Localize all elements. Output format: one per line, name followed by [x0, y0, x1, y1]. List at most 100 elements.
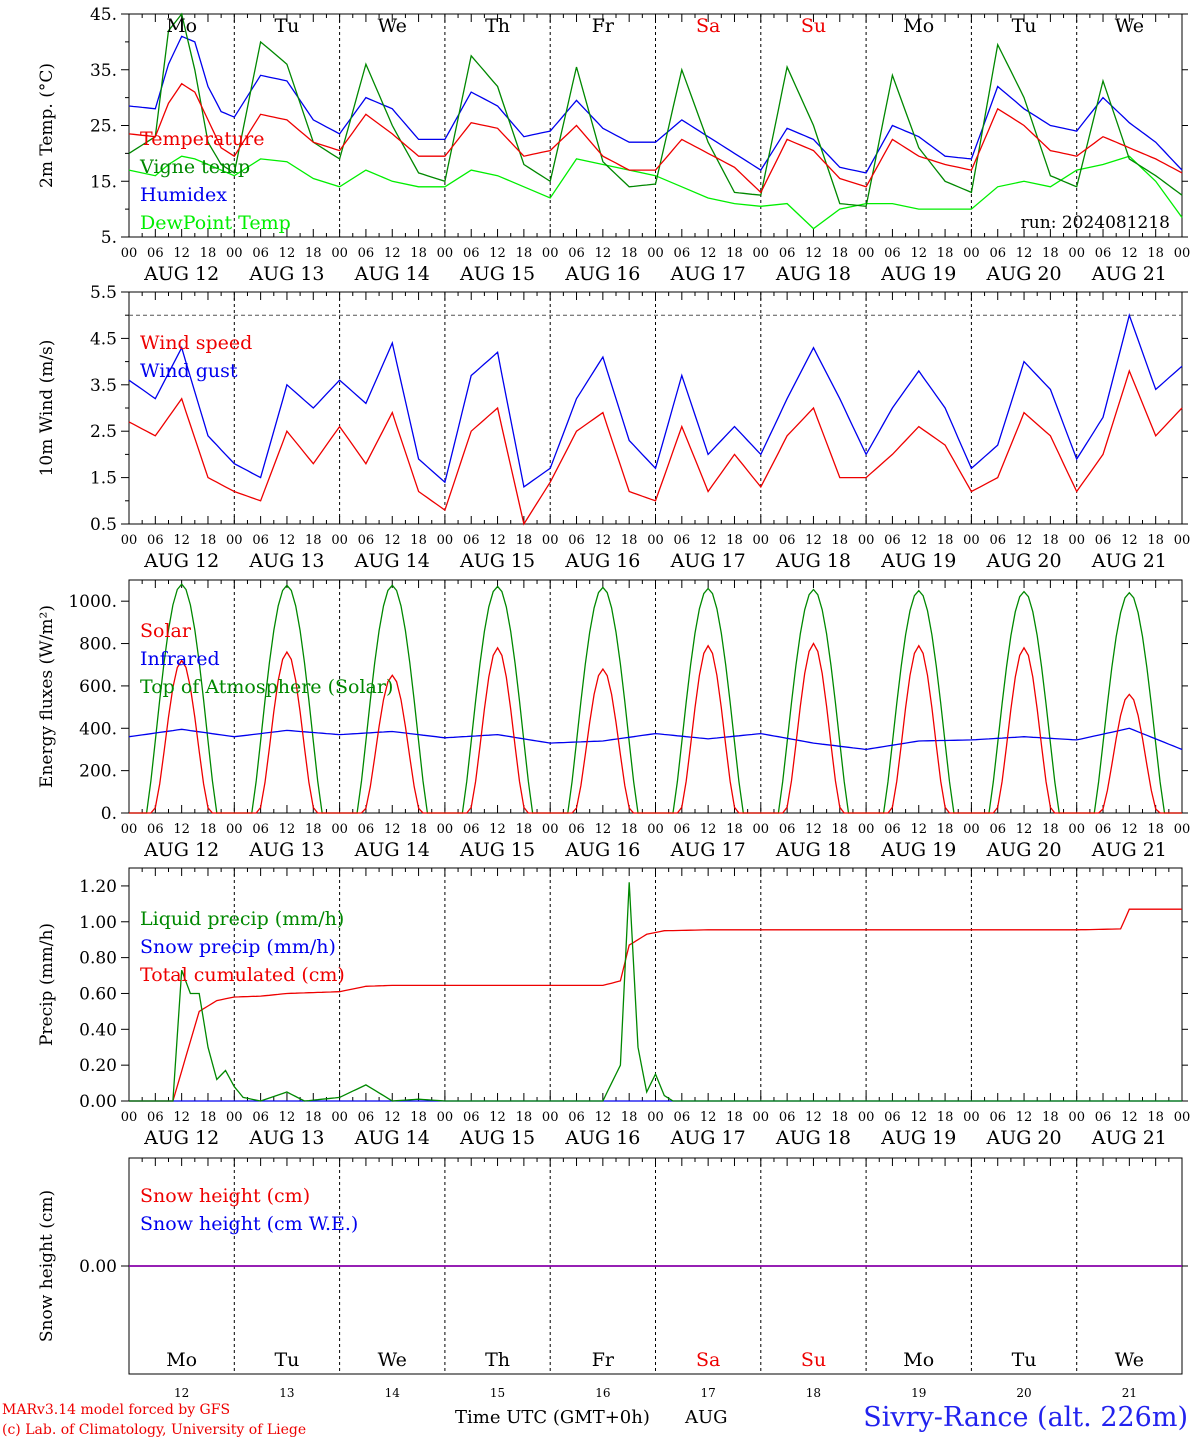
- hour-tick-label: 06: [252, 533, 269, 548]
- hour-tick-label: 06: [1095, 533, 1112, 548]
- hour-tick-label: 00: [437, 246, 454, 261]
- hour-tick-label: 06: [147, 246, 164, 261]
- legend-entry: Infrared: [140, 648, 220, 670]
- hour-tick-label: 06: [463, 533, 480, 548]
- day-number: 21: [1122, 1386, 1137, 1400]
- y-tick-label: 0.00: [79, 1257, 117, 1277]
- hour-tick-label: 00: [121, 1110, 138, 1125]
- hour-tick-label: 18: [516, 533, 533, 548]
- day-name: Tu: [274, 1349, 299, 1371]
- y-tick-label: 0.60: [79, 984, 117, 1004]
- hour-tick-label: 12: [173, 1110, 190, 1125]
- day-name: Su: [801, 15, 826, 37]
- x-axis-label: Time UTC (GMT+0h): [455, 1407, 650, 1428]
- day-name: Th: [485, 15, 510, 37]
- hour-tick-label: 18: [200, 1110, 217, 1125]
- hour-tick-label: 18: [1147, 822, 1164, 837]
- hour-tick-label: 06: [463, 822, 480, 837]
- date-label: AUG 13: [248, 839, 324, 861]
- hour-tick-label: 18: [305, 533, 322, 548]
- y-tick-label: 0.20: [79, 1056, 117, 1076]
- hour-tick-label: 18: [832, 533, 849, 548]
- date-label: AUG 15: [459, 1127, 535, 1149]
- hour-tick-label: 12: [1016, 1110, 1033, 1125]
- y-tick-label: 0.00: [79, 1092, 117, 1112]
- hour-tick-label: 12: [279, 246, 296, 261]
- hour-tick-label: 00: [1174, 533, 1191, 548]
- hour-tick-label: 12: [805, 1110, 822, 1125]
- hour-tick-label: 12: [595, 1110, 612, 1125]
- day-name: Th: [485, 1349, 510, 1371]
- day-number: 15: [490, 1386, 505, 1400]
- hour-tick-label: 12: [805, 533, 822, 548]
- legend-entry: Vigne temp: [139, 156, 250, 178]
- hour-tick-label: 06: [568, 822, 585, 837]
- hour-tick-label: 18: [305, 822, 322, 837]
- y-axis-label: 2m Temp. (°C): [37, 63, 57, 188]
- hour-tick-label: 06: [358, 246, 375, 261]
- hour-tick-label: 18: [1147, 533, 1164, 548]
- y-axis-label: Energy fluxes (W/m²): [37, 605, 57, 788]
- hour-tick-label: 12: [910, 822, 927, 837]
- hour-tick-label: 00: [542, 1110, 559, 1125]
- y-tick-label: 1.5: [90, 469, 117, 489]
- legend-entry: Total cumulated (cm): [140, 964, 345, 986]
- hour-tick-label: 06: [568, 533, 585, 548]
- hour-tick-label: 06: [884, 246, 901, 261]
- hour-tick-label: 06: [147, 1110, 164, 1125]
- hour-tick-label: 12: [489, 1110, 506, 1125]
- hour-tick-label: 06: [147, 822, 164, 837]
- hour-tick-label: 12: [489, 822, 506, 837]
- hour-tick-label: 12: [910, 246, 927, 261]
- hour-tick-label: 18: [1042, 533, 1059, 548]
- day-number: 17: [701, 1386, 716, 1400]
- hour-tick-label: 12: [1121, 246, 1138, 261]
- hour-tick-label: 18: [1042, 822, 1059, 837]
- hour-tick-label: 06: [1095, 1110, 1112, 1125]
- hour-tick-label: 12: [384, 246, 401, 261]
- hour-tick-label: 00: [963, 1110, 980, 1125]
- hour-tick-label: 18: [621, 822, 638, 837]
- date-label: AUG 18: [775, 550, 851, 572]
- hour-tick-label: 18: [937, 822, 954, 837]
- day-name: We: [378, 15, 407, 37]
- hour-tick-label: 12: [700, 822, 717, 837]
- hour-tick-label: 06: [884, 822, 901, 837]
- hour-tick-label: 06: [147, 533, 164, 548]
- hour-tick-label: 06: [674, 246, 691, 261]
- date-label: AUG 13: [248, 263, 324, 285]
- hour-tick-label: 12: [910, 1110, 927, 1125]
- hour-tick-label: 18: [410, 246, 427, 261]
- legend-entry: Wind gust: [140, 360, 238, 382]
- hour-tick-label: 18: [200, 246, 217, 261]
- hour-tick-label: 12: [489, 533, 506, 548]
- hour-tick-label: 18: [1147, 1110, 1164, 1125]
- day-name: Tu: [1012, 15, 1037, 37]
- hour-tick-label: 18: [937, 533, 954, 548]
- date-label: AUG 19: [880, 263, 956, 285]
- date-label: AUG 20: [985, 263, 1061, 285]
- hour-tick-label: 00: [753, 822, 770, 837]
- hour-tick-label: 00: [542, 533, 559, 548]
- hour-tick-label: 18: [832, 822, 849, 837]
- hour-tick-label: 18: [1147, 246, 1164, 261]
- hour-tick-label: 00: [542, 246, 559, 261]
- date-label: AUG 14: [354, 263, 430, 285]
- hour-tick-label: 12: [384, 1110, 401, 1125]
- hour-tick-label: 00: [858, 246, 875, 261]
- hour-tick-label: 00: [226, 533, 243, 548]
- legend-entry: DewPoint Temp: [140, 212, 291, 234]
- y-tick-label: 0.80: [79, 949, 117, 969]
- hour-tick-label: 00: [1068, 533, 1085, 548]
- y-tick-label: 4.5: [90, 329, 117, 349]
- hour-tick-label: 18: [621, 1110, 638, 1125]
- hour-tick-label: 06: [779, 1110, 796, 1125]
- series-line: [128, 312, 1183, 489]
- date-label: AUG 19: [880, 1127, 956, 1149]
- hour-tick-label: 06: [358, 533, 375, 548]
- hour-tick-label: 00: [753, 533, 770, 548]
- hour-tick-label: 00: [121, 533, 138, 548]
- hour-tick-label: 00: [963, 822, 980, 837]
- y-tick-label: 45.: [90, 5, 117, 25]
- day-name: Sa: [696, 15, 720, 37]
